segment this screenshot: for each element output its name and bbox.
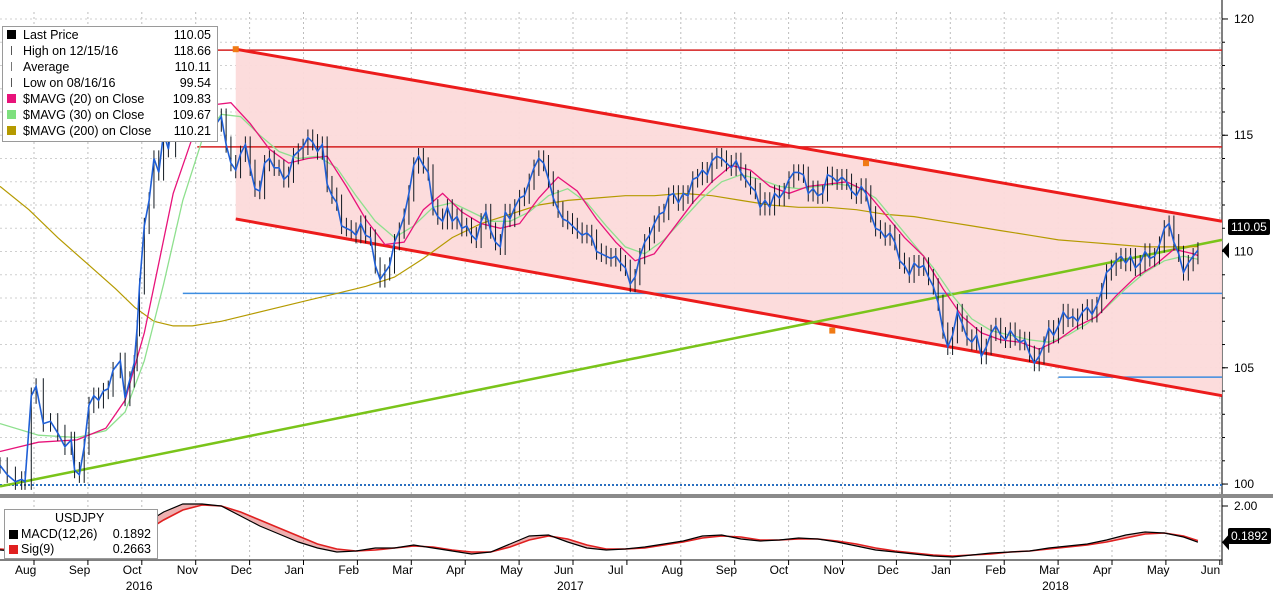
x-tick-label: May [1147, 563, 1170, 577]
legend-swatch [7, 110, 16, 119]
x-tick-label: Dec [231, 563, 252, 577]
y-tick-label: 115 [1234, 128, 1253, 142]
x-tick-label: Jun [554, 563, 573, 577]
legend-entry: Low on 08/16/16 99.54 [3, 75, 217, 91]
legend-label: High on 12/15/16 [23, 44, 119, 58]
x-tick-label: Oct [123, 563, 142, 577]
x-tick-label: Sep [716, 563, 738, 577]
legend-value: 110.05 [173, 28, 211, 42]
legend-entry: $MAVG (200) on Close 110.21 [3, 123, 217, 139]
x-tick-label: Feb [338, 563, 359, 577]
legend-entry: Average 110.11 [3, 59, 217, 75]
legend-value: 110.21 [173, 124, 211, 138]
legend-label: Average [23, 60, 70, 74]
y-tick-label: 120 [1234, 12, 1254, 26]
macd-legend-entry: MACD(12,26) 0.1892 [5, 527, 157, 542]
x-tick-label: Aug [662, 563, 683, 577]
macd-last-arrow [1222, 534, 1229, 551]
legend-label: Low on 08/16/16 [23, 76, 116, 90]
legend-entry: High on 12/15/16 118.66 [3, 43, 217, 59]
x-tick-label: Jan [931, 563, 950, 577]
legend-label: $MAVG (30) on Close [23, 108, 145, 122]
x-tick-label: Jan [285, 563, 304, 577]
legend-value: 0.2663 [112, 542, 151, 556]
macd-legend: USDJPY MACD(12,26) 0.1892 Sig(9) 0.2663 [4, 509, 158, 559]
y-tick-label: 2.00 [1234, 499, 1258, 513]
y-tick-label: 100 [1234, 477, 1254, 491]
x-tick-label: Dec [877, 563, 898, 577]
price-legend: Last Price 110.05 High on 12/15/16 118.66 Av… [2, 26, 218, 142]
x-tick-label: Nov [824, 563, 845, 577]
y-tick-label: 105 [1234, 361, 1254, 375]
legend-entry: $MAVG (20) on Close 109.83 [3, 91, 217, 107]
x-tick-label: Jul [608, 563, 623, 577]
x-tick-label: Apr [446, 563, 465, 577]
channel-lower-line [235, 217, 1223, 398]
channel-fill [235, 49, 1222, 396]
x-tick-label: May [500, 563, 523, 577]
macd-last-tag: 0.1892 [1228, 528, 1271, 544]
legend-value: 109.67 [172, 108, 211, 122]
legend-label: $MAVG (200) on Close [23, 124, 152, 138]
legend-label: Sig(9) [21, 542, 55, 556]
legend-swatch [11, 62, 12, 71]
x-tick-label: Jun [1201, 563, 1220, 577]
marker-point [232, 46, 239, 53]
channel-upper-line [235, 47, 1223, 223]
legend-value: 0.1892 [112, 527, 151, 541]
legend-value: 99.54 [179, 76, 211, 90]
macd-legend-entry: Sig(9) 0.2663 [5, 542, 157, 557]
x-tick-label: Aug [15, 563, 36, 577]
legend-swatch [9, 530, 18, 539]
year-label: 2017 [557, 579, 584, 593]
x-tick-label: Oct [770, 563, 789, 577]
legend-value: 118.66 [173, 44, 211, 58]
mavg20-line [0, 102, 1199, 453]
macd-title: USDJPY [55, 511, 105, 525]
x-tick-label: Nov [177, 563, 198, 577]
marker-point [829, 327, 836, 334]
legend-label: Last Price [23, 28, 79, 42]
x-tick-label: Feb [985, 563, 1006, 577]
legend-swatch [11, 46, 12, 55]
legend-entry: Last Price 110.05 [3, 27, 217, 43]
legend-label: $MAVG (20) on Close [23, 92, 145, 106]
x-axis: Aug Sep Oct Nov Dec Jan Feb Mar Apr May Jun Jul Aug S… [0, 559, 1222, 593]
panel-separator [0, 494, 1273, 498]
legend-value: 110.11 [174, 60, 211, 74]
legend-label: MACD(12,26) [21, 527, 98, 541]
marker-point [862, 160, 869, 167]
macd-line [0, 503, 1199, 558]
legend-swatch [11, 78, 12, 87]
legend-value: 109.83 [172, 92, 211, 106]
last-price-tag: 110.05 [1228, 219, 1270, 235]
x-tick-label: Apr [1093, 563, 1112, 577]
y-tick-label: 110 [1234, 245, 1253, 259]
year-label: 2016 [126, 579, 153, 593]
legend-swatch [9, 545, 18, 554]
macd-panel: 2.00 [0, 494, 1273, 558]
legend-swatch [7, 126, 16, 135]
x-tick-label: Mar [392, 563, 413, 577]
x-tick-label: Mar [1039, 563, 1060, 577]
legend-entry: $MAVG (30) on Close 109.67 [3, 107, 217, 123]
legend-swatch [7, 30, 16, 39]
year-label: 2018 [1042, 579, 1069, 593]
last-price-arrow [1222, 242, 1229, 259]
x-tick-label: Sep [69, 563, 91, 577]
legend-swatch [7, 94, 16, 103]
trendline-green [0, 238, 1223, 488]
